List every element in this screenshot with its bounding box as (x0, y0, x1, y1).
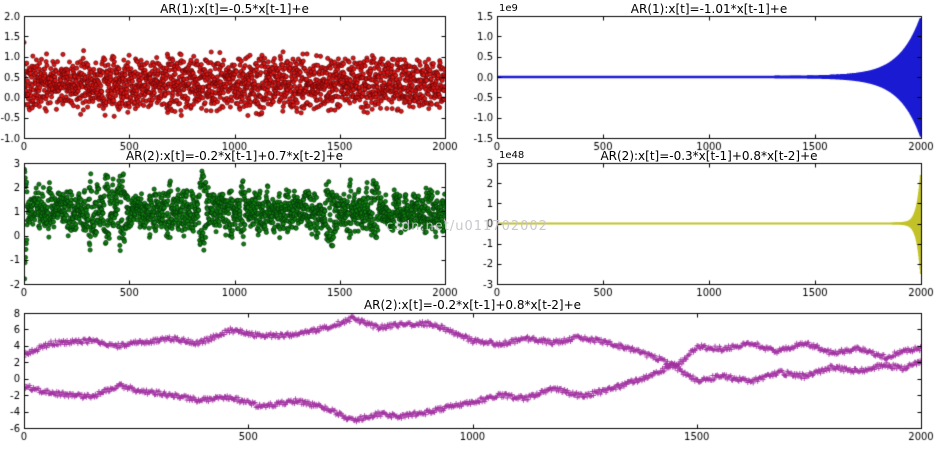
subplot-title-ar1-explosive: AR(1):x[t]=-1.01*x[t-1]+e (630, 2, 788, 16)
axes-ar1-explosive (497, 16, 921, 138)
watermark: csdn.net/u011702002 (386, 219, 548, 234)
subplot-title-ar2-explosive: AR(2):x[t]=-0.3*x[t-1]+0.8*x[t-2]+e (600, 149, 818, 163)
axes-ar1-stationary (24, 16, 445, 138)
y-axis-offset-label-1e48: 1e48 (499, 150, 525, 161)
subplot-title-ar1-stationary: AR(1):x[t]=-0.5*x[t-1]+e (160, 2, 309, 16)
subplot-title-ar2-stationary: AR(2):x[t]=-0.2*x[t-1]+0.7*x[t-2]+e (125, 149, 344, 163)
subplot-title-ar2-unit-root: AR(2):x[t]=-0.2*x[t-1]+0.8*x[t-2]+e (363, 298, 582, 312)
y-axis-offset-label-1e9: 1e9 (499, 3, 518, 14)
axes-ar2-stationary (24, 163, 445, 284)
axes-ar2-unit-root (24, 313, 921, 428)
axes-ar2-explosive (497, 163, 921, 284)
